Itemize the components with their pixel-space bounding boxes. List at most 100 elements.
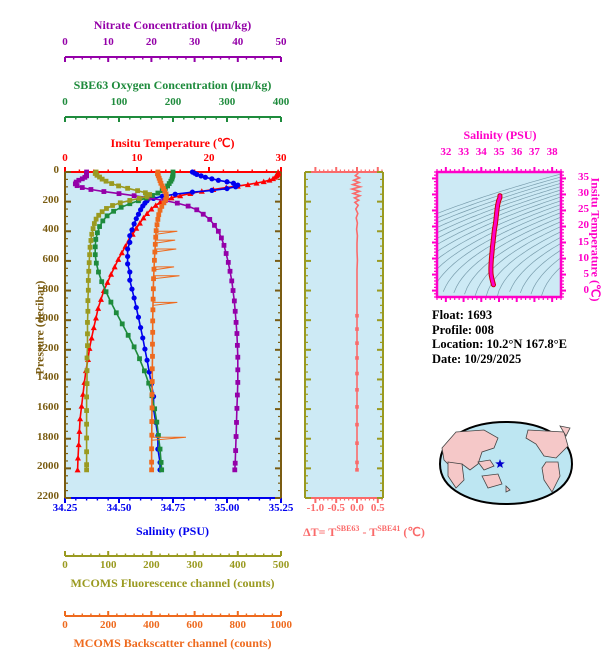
nitrate-tick-label: 30	[189, 36, 201, 48]
salinity-tick-label: 34.25	[52, 502, 78, 514]
ts-temperature-title: Insitu Temperature (℃)	[588, 177, 603, 302]
delta-t-tick-label: -1.0	[306, 502, 325, 514]
oxygen-tick-label: 100	[110, 96, 128, 108]
salinity-tick-label: 35.25	[268, 502, 294, 514]
metadata-profile-label: Profile:	[432, 322, 473, 337]
backscatter-tick-label: 200	[99, 619, 117, 631]
oxygen-tick-label: 0	[62, 96, 68, 108]
temperature-tick-label: 10	[131, 152, 143, 164]
delta-t-post: (℃)	[400, 525, 425, 539]
ts-salinity-tick-label: 36	[511, 146, 523, 158]
ts-diagram	[432, 167, 566, 302]
pressure-tick-label: 200	[42, 193, 60, 206]
temperature-tick-label: 30	[275, 152, 287, 164]
ts-temperature-tick-label: 10	[578, 251, 589, 264]
fluorescence-tick-label: 0	[62, 559, 68, 571]
ts-salinity-tick-label: 35	[493, 146, 505, 158]
pressure-axis	[64, 171, 282, 499]
nitrate-tick-label: 50	[275, 36, 287, 48]
ts-temperature-tick-label: 5	[583, 267, 590, 280]
metadata-date-label: Date:	[432, 351, 462, 366]
isopycnal-lines	[437, 173, 561, 297]
delta-t-tick-label: -0.5	[327, 502, 345, 514]
ts-temperature-tick-label: 35	[578, 171, 589, 184]
temperature-tick-label: 0	[62, 152, 68, 164]
metadata-profile: Profile: 008	[432, 323, 607, 338]
delta-t-sup1: SBE63	[336, 524, 360, 533]
delta-t-axis-title: ΔT= TSBE63 - TSBE41 (℃)	[284, 524, 444, 540]
metadata-location: Location: 10.2°N 167.8°E	[432, 337, 607, 352]
fluorescence-tick-label: 400	[229, 559, 247, 571]
metadata-location-value: 10.2°N 167.8°E	[483, 337, 568, 351]
pressure-tick-label: 600	[42, 252, 60, 265]
backscatter-tick-label: 1000	[270, 619, 292, 631]
delta-t-tick-label: 0.0	[350, 502, 364, 514]
oxygen-tick-label: 200	[164, 96, 182, 108]
delta-t-mid: - T	[359, 525, 378, 539]
pressure-tick-label: 2000	[37, 460, 59, 473]
ts-salinity-tick-label: 34	[475, 146, 487, 158]
fluorescence-tick-label: 500	[272, 559, 290, 571]
fluorescence-axis	[64, 551, 282, 557]
delta-t-pre: ΔT= T	[303, 525, 337, 539]
series-4	[84, 169, 153, 473]
fluorescence-tick-label: 200	[143, 559, 160, 571]
metadata-date-value: 10/29/2025	[461, 351, 522, 366]
ts-temperature-tick-label: 20	[578, 219, 589, 232]
pressure-tick-label: 800	[42, 282, 60, 295]
backscatter-tick-label: 0	[62, 619, 68, 631]
salinity-axis-title: Salinity (PSU)	[135, 524, 209, 538]
delta-t-tick-label: 0.5	[370, 502, 385, 514]
pressure-tick-label: 400	[42, 223, 60, 236]
salinity-tick-label: 35.00	[214, 502, 240, 514]
pressure-tick-label: 0	[53, 164, 60, 176]
ts-temperature-tick-label: 15	[578, 235, 589, 248]
fluorescence-tick-label: 300	[186, 559, 203, 571]
nitrate-axis	[64, 56, 282, 62]
oxygen-axis	[64, 116, 282, 122]
backscatter-axis-title: MCOMS Backscatter channel (counts)	[73, 636, 272, 650]
series-3	[92, 169, 176, 473]
backscatter-axis	[64, 611, 282, 617]
delta-t-sup2: SBE41	[377, 524, 401, 533]
ts-salinity-tick-label: 33	[458, 146, 470, 158]
ts-temperature-tick-label: 30	[578, 187, 589, 200]
nitrate-tick-label: 40	[232, 36, 244, 48]
metadata-date: Date: 10/29/2025	[432, 352, 607, 367]
ts-temperature-tick-label: 0	[583, 283, 590, 296]
nitrate-axis-title: Nitrate Concentration (μm/kg)	[93, 18, 252, 32]
series-2	[72, 169, 241, 473]
metadata-float-value: 1693	[463, 308, 493, 322]
pressure-tick-label: 1800	[37, 430, 59, 443]
pressure-tick-label: 1200	[37, 341, 59, 354]
float-location-star	[495, 459, 505, 468]
oxygen-axis-title: SBE63 Oxygen Concentration (μm/kg)	[73, 78, 272, 92]
metadata-block: Float: 1693 Profile: 008 Location: 10.2°N …	[432, 308, 607, 366]
ts-salinity-tick-label: 38	[546, 146, 558, 158]
nitrate-tick-label: 10	[102, 36, 114, 48]
ts-temperature-tick-label: 25	[578, 203, 589, 216]
world-map	[438, 420, 574, 506]
backscatter-tick-label: 800	[229, 619, 247, 631]
pressure-tick-label: 1000	[37, 312, 59, 325]
pressure-tick-label: 1600	[37, 401, 59, 414]
salinity-tick-label: 34.50	[106, 502, 132, 514]
temperature-axis-title: Insitu Temperature (℃)	[110, 136, 235, 150]
oxygen-tick-label: 400	[272, 96, 290, 108]
pressure-tick-label: 2200	[37, 490, 59, 502]
metadata-float: Float: 1693	[432, 308, 607, 323]
delta-t-panel	[304, 167, 384, 503]
ts-salinity-title: Salinity (PSU)	[463, 128, 537, 142]
ts-salinity-tick-label: 32	[440, 146, 452, 158]
pressure-axis-title: Pressure (decibar)	[32, 280, 47, 375]
salinity-tick-label: 34.75	[160, 502, 186, 514]
oxygen-tick-label: 300	[218, 96, 236, 108]
pressure-tick-label: 1400	[37, 371, 59, 384]
series-5	[149, 169, 187, 473]
backscatter-tick-label: 600	[186, 619, 203, 631]
temperature-tick-label: 20	[203, 152, 215, 164]
backscatter-tick-label: 400	[143, 619, 160, 631]
fluorescence-tick-label: 100	[99, 559, 117, 571]
main-plot-panel	[64, 167, 282, 503]
